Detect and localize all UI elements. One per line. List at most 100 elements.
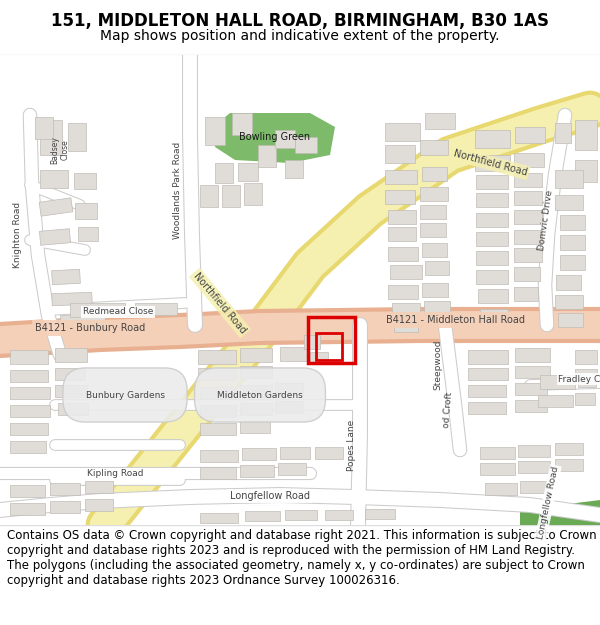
Bar xyxy=(390,265,422,279)
Text: Bowling Green: Bowling Green xyxy=(239,132,311,142)
Bar xyxy=(476,232,508,246)
Bar xyxy=(480,463,515,475)
Polygon shape xyxy=(215,113,335,163)
Text: Middleton Gardens: Middleton Gardens xyxy=(217,391,303,399)
Bar xyxy=(200,450,238,462)
Bar xyxy=(315,447,343,459)
Bar xyxy=(560,255,585,270)
Bar xyxy=(280,447,310,459)
Bar xyxy=(50,483,80,495)
Text: Bunbury Gardens: Bunbury Gardens xyxy=(86,391,164,399)
Bar xyxy=(75,203,97,219)
Bar xyxy=(40,170,68,188)
Bar xyxy=(275,130,295,148)
Bar xyxy=(10,485,45,497)
Bar xyxy=(420,223,446,237)
Text: B4121 - Bunbury Road: B4121 - Bunbury Road xyxy=(35,323,145,333)
Bar xyxy=(422,283,448,297)
Bar xyxy=(468,385,506,397)
Text: od Croft: od Croft xyxy=(442,392,454,428)
Bar xyxy=(240,348,272,362)
Bar xyxy=(538,395,573,407)
Bar xyxy=(258,145,276,167)
Bar xyxy=(520,481,550,493)
Bar xyxy=(480,309,508,321)
Bar xyxy=(10,441,46,453)
Bar xyxy=(200,467,236,479)
Bar xyxy=(58,403,88,415)
Text: B4121 - Middleton Hall Road: B4121 - Middleton Hall Road xyxy=(386,315,524,325)
Bar xyxy=(555,123,571,143)
Bar xyxy=(10,405,50,417)
Bar xyxy=(35,117,53,139)
Bar xyxy=(40,120,62,155)
Bar xyxy=(200,423,236,435)
Bar xyxy=(518,461,550,473)
Text: Northfield Road: Northfield Road xyxy=(452,148,528,178)
Bar xyxy=(200,513,238,523)
Bar xyxy=(420,187,448,201)
Bar xyxy=(70,303,125,317)
Bar xyxy=(242,448,276,460)
Bar xyxy=(475,155,510,171)
Bar xyxy=(10,423,48,435)
Bar xyxy=(555,195,583,210)
Bar xyxy=(388,227,416,241)
Bar xyxy=(476,213,508,227)
Bar xyxy=(278,463,306,475)
Bar xyxy=(200,405,236,417)
Bar xyxy=(240,421,270,433)
Bar xyxy=(238,163,258,181)
Bar xyxy=(578,373,596,387)
Bar xyxy=(515,366,550,378)
Bar xyxy=(468,402,506,414)
Bar xyxy=(60,315,105,327)
Bar xyxy=(275,383,303,395)
Bar xyxy=(468,368,508,380)
Bar xyxy=(476,193,508,207)
Bar xyxy=(385,190,415,204)
Bar xyxy=(55,348,87,362)
Bar xyxy=(425,261,449,275)
Text: Longfellow Road: Longfellow Road xyxy=(230,491,310,501)
Bar xyxy=(575,350,597,364)
Bar xyxy=(55,385,87,397)
Text: Badsey
Close: Badsey Close xyxy=(50,136,70,164)
Bar xyxy=(422,243,447,257)
Bar xyxy=(244,183,262,205)
Bar xyxy=(555,443,583,455)
Bar xyxy=(514,173,542,187)
Bar xyxy=(385,145,415,163)
Bar xyxy=(245,511,280,521)
Bar xyxy=(514,153,544,167)
Bar xyxy=(198,350,236,364)
Bar xyxy=(476,251,508,265)
Bar xyxy=(515,400,547,412)
Bar xyxy=(240,403,272,415)
Text: Steepwood: Steepwood xyxy=(433,340,443,390)
Bar xyxy=(205,117,225,145)
Bar xyxy=(50,501,80,513)
Bar xyxy=(388,285,418,299)
Bar xyxy=(365,509,395,519)
Bar xyxy=(295,137,317,153)
Bar xyxy=(285,510,317,520)
Bar xyxy=(480,447,515,459)
Text: Longfellow Road: Longfellow Road xyxy=(536,466,560,540)
Bar xyxy=(558,313,583,327)
Bar xyxy=(198,368,236,380)
Bar xyxy=(518,445,550,457)
Bar xyxy=(385,170,417,184)
Bar xyxy=(10,370,48,382)
Bar xyxy=(515,127,545,143)
Bar xyxy=(575,369,597,381)
Text: Woodlands Park Road: Woodlands Park Road xyxy=(173,141,182,239)
Bar xyxy=(422,167,447,181)
Bar xyxy=(385,123,420,141)
Bar xyxy=(514,248,542,262)
Bar xyxy=(556,275,581,290)
Text: Knighton Road: Knighton Road xyxy=(13,202,23,268)
Text: Fradley Close: Fradley Close xyxy=(558,374,600,384)
Bar xyxy=(240,366,272,378)
Bar xyxy=(478,289,508,303)
